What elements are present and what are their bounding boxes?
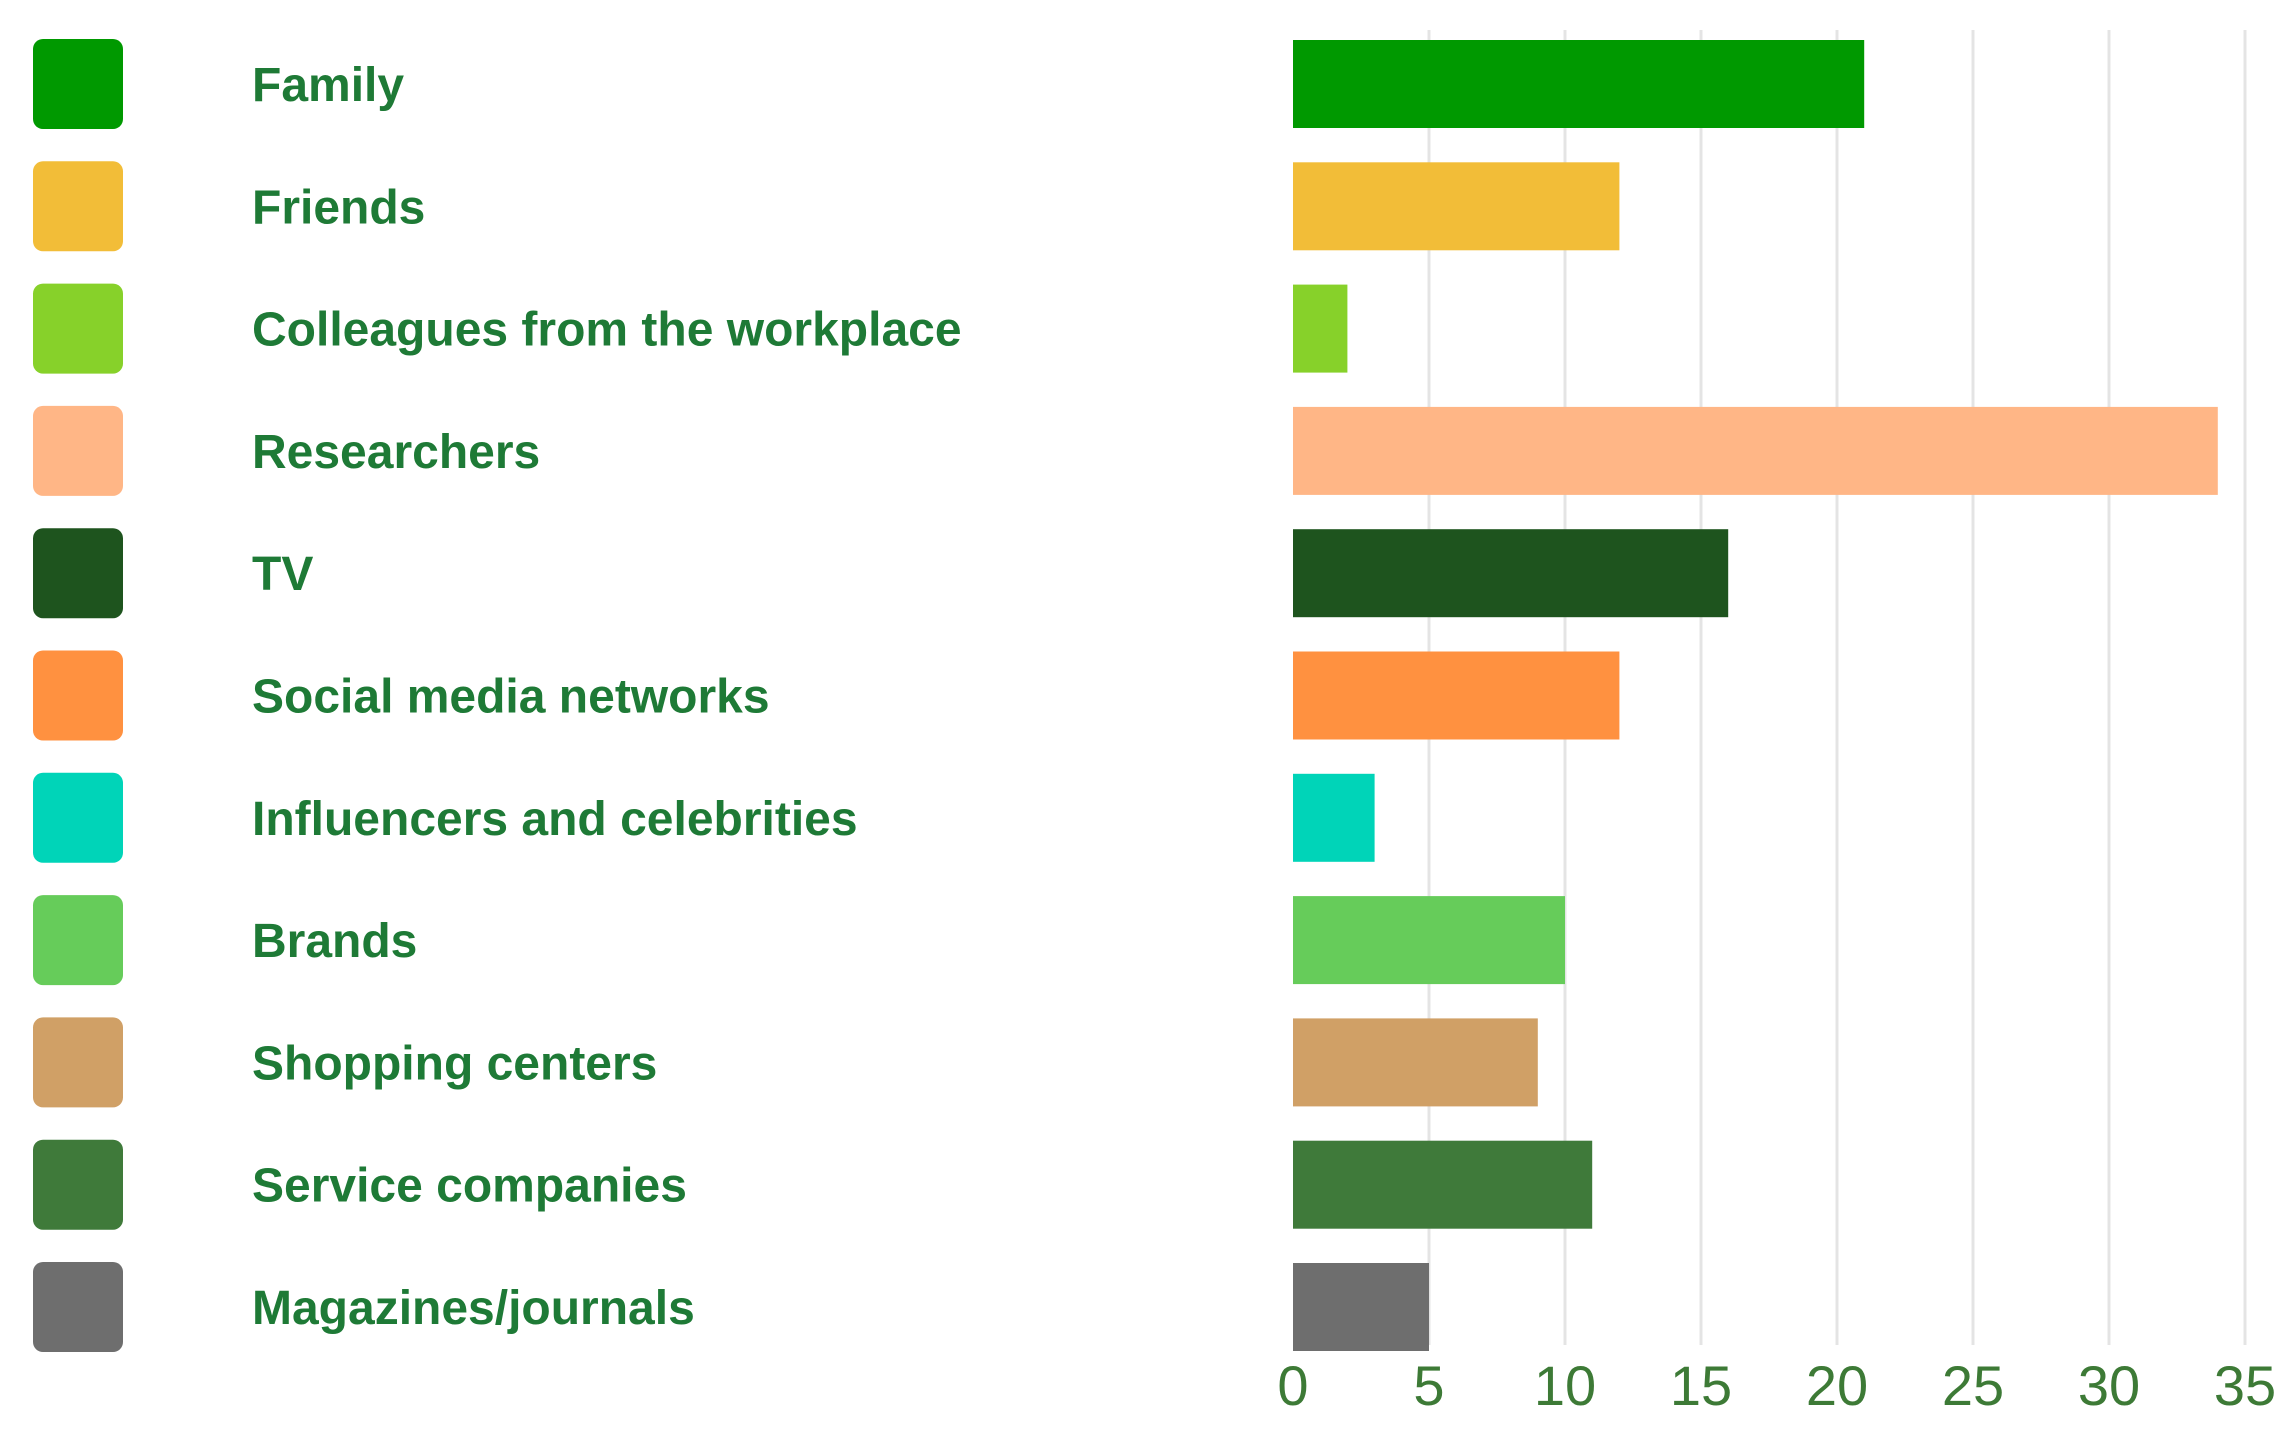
legend-label: Shopping centers: [252, 1037, 657, 1090]
legend-label: TV: [252, 548, 313, 601]
legend-label: Magazines/journals: [252, 1282, 695, 1335]
legend-label: Influencers and celebrities: [252, 793, 858, 846]
legend-swatch: [33, 405, 123, 496]
legend-swatch: [33, 528, 123, 619]
bar: [1293, 162, 1620, 251]
x-tick-label: 0: [1277, 1354, 1308, 1417]
bar: [1293, 651, 1620, 740]
legend-swatch: [33, 283, 123, 374]
x-tick-label: 5: [1413, 1354, 1444, 1417]
bar: [1293, 284, 1348, 373]
bar: [1293, 406, 2218, 495]
legend-swatch: [33, 39, 123, 129]
x-tick-label: 35: [2214, 1354, 2276, 1417]
x-tick-label: 20: [1806, 1354, 1868, 1417]
legend-label: Family: [252, 59, 404, 112]
legend-label: Colleagues from the workplace: [252, 304, 962, 357]
legend-swatch: [33, 161, 123, 252]
legend-swatch: [33, 895, 123, 986]
legend: Family Friends Colleagues from the workpla…: [33, 39, 962, 1352]
bars: [1293, 40, 2218, 1351]
x-tick-label: 10: [1534, 1354, 1596, 1417]
legend-swatch: [33, 650, 123, 741]
x-tick-label: 30: [2078, 1354, 2140, 1417]
legend-label: Friends: [252, 181, 425, 234]
bar: [1293, 1140, 1593, 1229]
x-axis-ticks: 0 5 10 15 20 25 30 35: [1277, 1354, 2276, 1417]
bar: [1293, 773, 1375, 862]
legend-swatch: [33, 1139, 123, 1230]
bar: [1293, 1263, 1429, 1351]
bar: [1293, 529, 1729, 618]
legend-label: Brands: [252, 915, 417, 968]
x-tick-label: 25: [1942, 1354, 2004, 1417]
bar: [1293, 40, 1865, 128]
legend-swatch: [33, 772, 123, 863]
legend-label: Social media networks: [252, 671, 770, 724]
legend-label: Researchers: [252, 426, 540, 479]
legend-swatch: [33, 1017, 123, 1108]
legend-label: Service companies: [252, 1160, 687, 1213]
x-tick-label: 15: [1670, 1354, 1732, 1417]
bar: [1293, 1018, 1538, 1107]
legend-swatch: [33, 1262, 123, 1352]
bar: [1293, 896, 1565, 985]
